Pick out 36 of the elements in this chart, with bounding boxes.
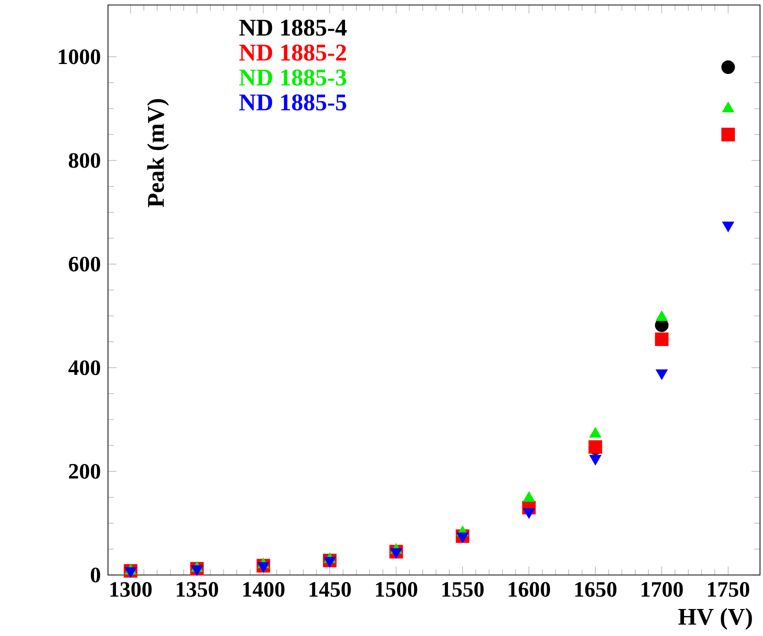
x-tick-label: 1650 (575, 582, 616, 597)
text: ND 1885-5 (239, 94, 346, 110)
x-axis-title: HV (V) (678, 608, 752, 630)
point (721, 60, 735, 74)
text: ND 1885-3 (239, 69, 346, 86)
x-tick-label: 1500 (376, 582, 418, 597)
point (390, 548, 402, 558)
point (191, 565, 203, 576)
point (456, 532, 468, 543)
y-tick-label: 0 (90, 567, 100, 582)
x-tick-label: 1400 (243, 582, 284, 597)
x-tick-label: 1300 (110, 582, 152, 597)
x-tick-label: 1600 (508, 582, 550, 597)
y-tick-label: 600 (68, 256, 100, 272)
x-tick-label: 1350 (176, 582, 218, 597)
x-tick-label: 1700 (642, 582, 683, 597)
point (722, 102, 734, 112)
x-tick-label: 1750 (708, 582, 750, 597)
text: ND 1885-4 (239, 19, 347, 36)
point (124, 567, 136, 578)
point (654, 332, 669, 346)
point (324, 556, 336, 568)
x-tick-label: 1450 (310, 582, 351, 597)
y-tick-label: 400 (68, 360, 100, 375)
y-tick-label: 200 (68, 464, 100, 479)
y-tick-label: 800 (68, 152, 100, 168)
point (656, 369, 668, 380)
y-tick-label: 1000 (58, 49, 100, 64)
point (721, 128, 735, 142)
point (722, 221, 734, 232)
point (589, 454, 602, 466)
point (257, 562, 270, 572)
text: ND 1885-2 (239, 44, 346, 60)
y-axis-title: Peak (mV) (147, 98, 169, 208)
point (523, 508, 535, 518)
x-tick-label: 1550 (442, 582, 484, 597)
